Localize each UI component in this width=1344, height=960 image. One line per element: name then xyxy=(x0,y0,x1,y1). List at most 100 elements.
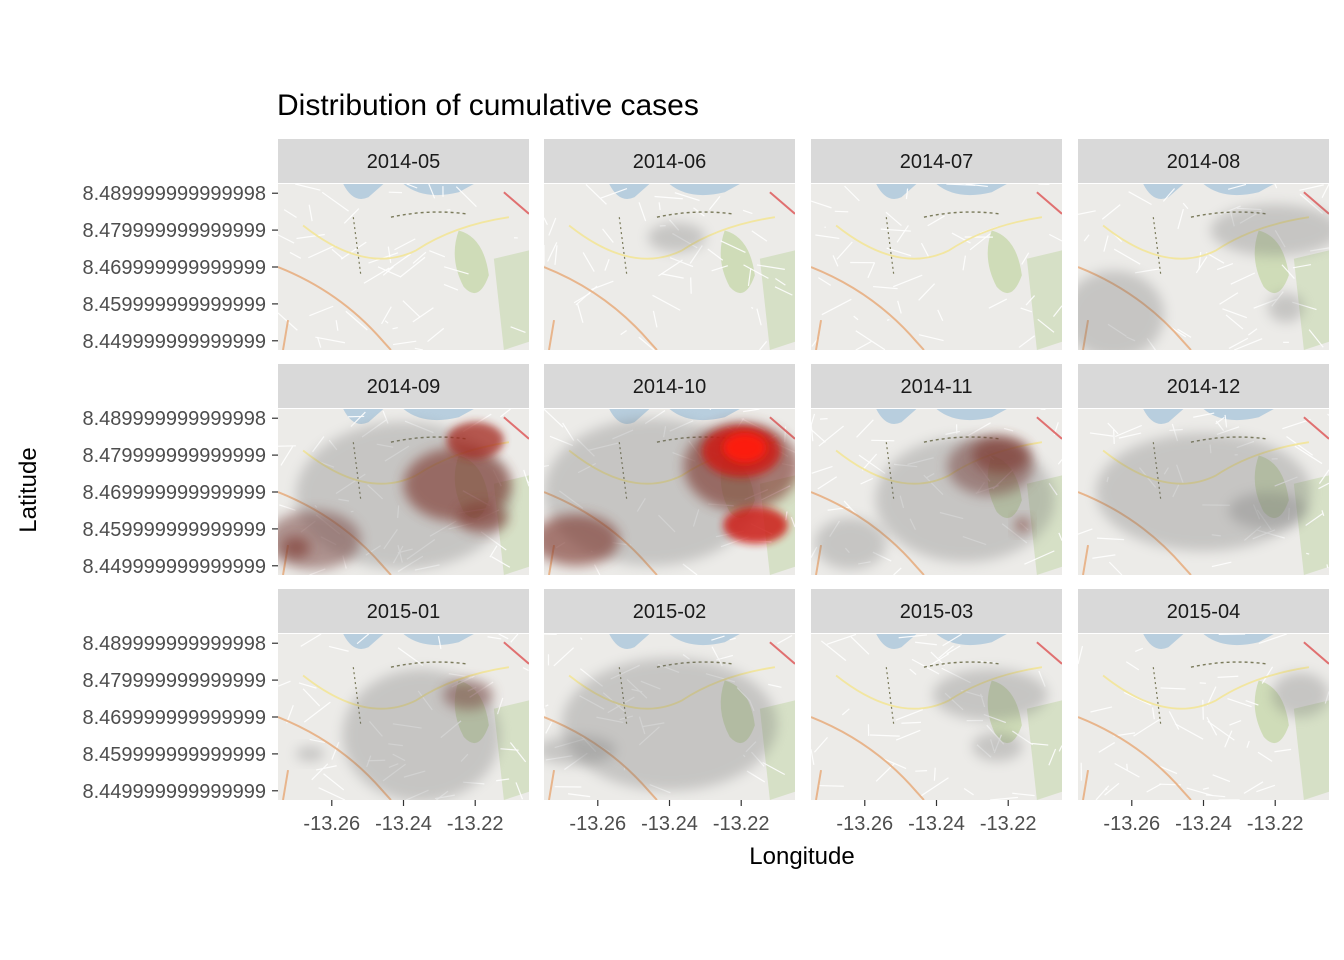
density-contour xyxy=(295,746,325,762)
facet-strip-label: 2015-03 xyxy=(900,601,973,623)
x-tick-label: -13.26 xyxy=(836,813,893,835)
facet-strip-label: 2014-09 xyxy=(367,376,440,398)
map-tile xyxy=(544,634,795,800)
density-contour xyxy=(278,510,361,570)
y-tick-label: 8.489999999999998 xyxy=(82,633,266,655)
y-tick-label: 8.489999999999998 xyxy=(82,408,266,430)
density-contour xyxy=(403,447,512,522)
map-tile xyxy=(811,184,1062,350)
density-contour xyxy=(1228,492,1308,529)
x-tick-label: -13.22 xyxy=(1247,813,1304,835)
x-tick-label: -13.22 xyxy=(447,813,504,835)
facet-panel: 2014-06 xyxy=(544,139,795,350)
density-contour xyxy=(544,735,616,765)
y-tick-label: 8.459999999999999 xyxy=(82,294,266,316)
facet-strip xyxy=(278,139,529,183)
y-tick-label: 8.459999999999999 xyxy=(82,744,266,766)
facet-strip-label: 2014-10 xyxy=(633,376,706,398)
y-tick-label: 8.479999999999999 xyxy=(82,445,266,467)
x-tick-label: -13.24 xyxy=(375,813,432,835)
map-tile xyxy=(544,409,795,575)
facet-strip-label: 2014-12 xyxy=(1167,376,1240,398)
density-contour xyxy=(647,222,706,253)
facet-strip xyxy=(1078,589,1329,633)
density-contour xyxy=(1095,432,1312,552)
facet-strip xyxy=(811,139,1062,183)
facet-panel: 2014-05 xyxy=(278,139,529,350)
facet-strip xyxy=(811,364,1062,408)
x-axes: -13.26 -13.24 -13.22 -13.26 -13.24 -13.22 -13.… xyxy=(303,800,1304,835)
facet-strip xyxy=(544,139,795,183)
facet-strip xyxy=(544,589,795,633)
density-contour xyxy=(1268,292,1304,323)
map-tile xyxy=(1078,634,1329,800)
density-contour xyxy=(281,536,311,559)
y-axis-title: Latitude xyxy=(15,447,42,532)
y-axes: 8.449999999999999 8.459999999999999 8.4699… xyxy=(82,183,278,803)
y-tick-label: 8.449999999999999 xyxy=(82,556,266,578)
x-tick-label: -13.26 xyxy=(569,813,626,835)
chart-title: Distribution of cumulative cases xyxy=(277,89,699,122)
facet-strip xyxy=(1078,364,1329,408)
y-tick-label: 8.459999999999999 xyxy=(82,519,266,541)
x-tick-label: -13.24 xyxy=(641,813,698,835)
y-tick-label: 8.469999999999999 xyxy=(82,257,266,279)
facet-strip xyxy=(278,364,529,408)
density-contour xyxy=(972,731,1023,762)
density-contour xyxy=(544,514,620,566)
facet-strip-label: 2014-08 xyxy=(1167,151,1240,173)
density-contour xyxy=(932,669,1048,721)
density-contour xyxy=(814,517,887,570)
facet-strip-label: 2015-04 xyxy=(1167,601,1240,623)
y-tick-label: 8.449999999999999 xyxy=(82,331,266,353)
map-tile xyxy=(1078,409,1329,575)
map-tile xyxy=(811,634,1062,800)
map-tile xyxy=(811,409,1062,575)
y-tick-label: 8.469999999999999 xyxy=(82,482,266,504)
map-tile xyxy=(1078,184,1329,350)
y-tick-label: 8.479999999999999 xyxy=(82,670,266,692)
density-contour xyxy=(442,680,494,710)
x-tick-label: -13.22 xyxy=(980,813,1037,835)
density-contour xyxy=(1078,270,1165,350)
x-tick-label: -13.26 xyxy=(1103,813,1160,835)
x-tick-label: -13.24 xyxy=(1175,813,1232,835)
map-tile xyxy=(544,184,795,350)
density-contour xyxy=(972,436,1030,474)
density-contour xyxy=(723,432,767,463)
facet-panel: 2015-04 xyxy=(1078,589,1329,800)
facet-strip-label: 2014-06 xyxy=(633,151,706,173)
facet-panels: 2014-05 2014-06 2014-07 2014-08 2014-09 2014-… xyxy=(278,139,1329,800)
facet-strip xyxy=(278,589,529,633)
density-contour xyxy=(1015,517,1030,533)
facet-strip-label: 2014-11 xyxy=(901,376,973,398)
map-tile xyxy=(278,184,529,350)
y-tick-label: 8.449999999999999 xyxy=(82,781,266,803)
facet-panel: 2015-01 xyxy=(278,589,529,800)
y-tick-label: 8.469999999999999 xyxy=(82,707,266,729)
facet-strip-label: 2015-02 xyxy=(633,601,706,623)
facet-panel: 2015-03 xyxy=(811,589,1062,800)
facet-panel: 2014-08 xyxy=(1078,139,1329,350)
facet-panel: 2014-10 xyxy=(544,364,795,575)
facet-strip xyxy=(811,589,1062,633)
facet-strip xyxy=(1078,139,1329,183)
facet-strip-label: 2014-07 xyxy=(900,151,973,173)
facet-strip-label: 2015-01 xyxy=(367,601,440,623)
density-contour xyxy=(1271,672,1329,717)
x-tick-label: -13.22 xyxy=(713,813,770,835)
map-tile xyxy=(278,409,529,575)
facet-panel: 2015-02 xyxy=(544,589,795,800)
y-tick-label: 8.479999999999999 xyxy=(82,220,266,242)
facet-panel: 2014-07 xyxy=(811,139,1062,350)
x-tick-label: -13.26 xyxy=(303,813,360,835)
map-tile xyxy=(278,634,529,800)
y-tick-label: 8.489999999999998 xyxy=(82,183,266,205)
density-contour xyxy=(561,657,778,791)
facet-panel: 2014-11 xyxy=(811,364,1062,575)
density-contour xyxy=(457,503,508,533)
facet-panel: 2014-12 xyxy=(1078,364,1329,575)
facet-strip-label: 2014-05 xyxy=(367,151,440,173)
x-axis-title: Longitude xyxy=(749,843,854,870)
